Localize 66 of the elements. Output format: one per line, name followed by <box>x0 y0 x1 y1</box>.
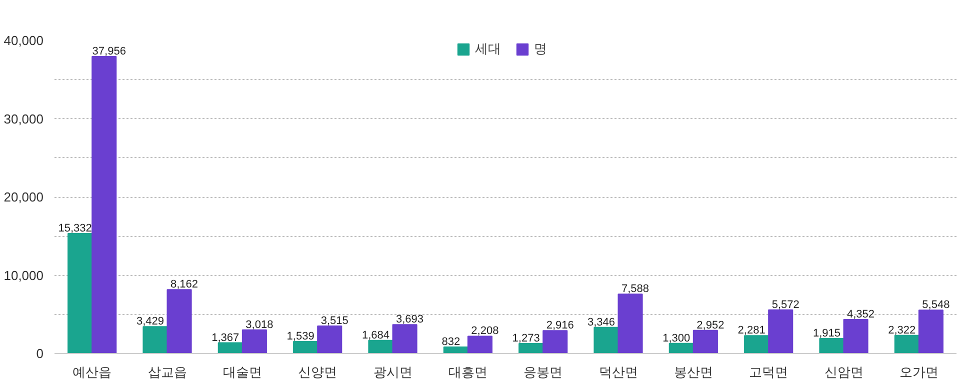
x-tick-label: 응봉면 <box>524 364 563 380</box>
bar <box>768 309 794 354</box>
data-label: 2,916 <box>546 320 574 332</box>
data-label: 8,162 <box>170 278 198 291</box>
legend-label: 세대 <box>475 40 501 58</box>
bar <box>368 340 394 354</box>
data-label: 7,588 <box>622 283 650 296</box>
bar <box>692 330 718 354</box>
data-label: 5,548 <box>922 299 950 312</box>
x-tick-label: 신암면 <box>824 364 864 380</box>
x-tick-label: 대술면 <box>222 364 262 380</box>
data-label: 1,915 <box>812 328 840 340</box>
y-tick-label: 10,000 <box>4 268 44 283</box>
bar <box>843 318 868 354</box>
data-label: 2,281 <box>738 324 766 337</box>
data-label: 1,367 <box>212 332 240 344</box>
x-tick-label: 덕산면 <box>598 364 638 380</box>
bar <box>744 335 770 354</box>
y-tick-label: 20,000 <box>4 190 44 204</box>
data-label: 15,332 <box>58 222 92 235</box>
y-tick-label: 40,000 <box>4 33 44 48</box>
data-label: 3,515 <box>320 314 348 327</box>
x-tick-label: 오가면 <box>899 364 938 380</box>
bar <box>68 233 93 354</box>
x-tick-label: 고덕면 <box>749 364 788 380</box>
x-tick-label: 삽교읍 <box>148 364 187 380</box>
bar <box>594 326 619 354</box>
data-label: 3,346 <box>587 316 615 328</box>
bar <box>392 324 418 354</box>
x-tick-label: 봉산면 <box>674 364 713 380</box>
y-tick-label: 30,000 <box>4 111 44 126</box>
data-label: 2,322 <box>888 324 916 336</box>
data-label: 4,352 <box>847 308 875 320</box>
bar <box>618 294 643 354</box>
bar <box>668 342 694 354</box>
bar <box>293 340 318 354</box>
y-tick-label: 0 <box>36 346 44 361</box>
data-label: 37,956 <box>92 45 126 58</box>
data-label: 1,684 <box>362 329 390 342</box>
x-tick-label: 광시면 <box>373 364 412 380</box>
data-label: 2,952 <box>696 319 724 332</box>
bar <box>542 330 568 354</box>
bar <box>317 325 342 354</box>
data-label: 3,429 <box>136 316 164 328</box>
data-label: 3,018 <box>246 318 274 331</box>
bar <box>894 334 920 354</box>
bar <box>92 56 117 354</box>
data-label: 1,300 <box>662 332 690 344</box>
data-label: 1,273 <box>512 332 540 345</box>
data-label: 1,539 <box>286 330 314 342</box>
bar <box>518 343 544 354</box>
x-tick-label: 신양면 <box>298 364 338 380</box>
data-label: 5,572 <box>772 298 800 311</box>
bar <box>242 329 267 354</box>
bar <box>218 342 243 354</box>
bar <box>819 338 844 354</box>
x-tick-label: 대흥면 <box>448 364 488 380</box>
data-label: 2,208 <box>471 325 499 338</box>
bar <box>467 336 492 354</box>
bar <box>142 326 168 354</box>
bar <box>918 310 944 354</box>
bar <box>166 289 192 354</box>
data-label: 832 <box>442 336 460 348</box>
x-tick-label: 예산읍 <box>72 364 112 380</box>
legend-label: 명 <box>534 40 548 58</box>
data-label: 3,693 <box>396 314 424 326</box>
